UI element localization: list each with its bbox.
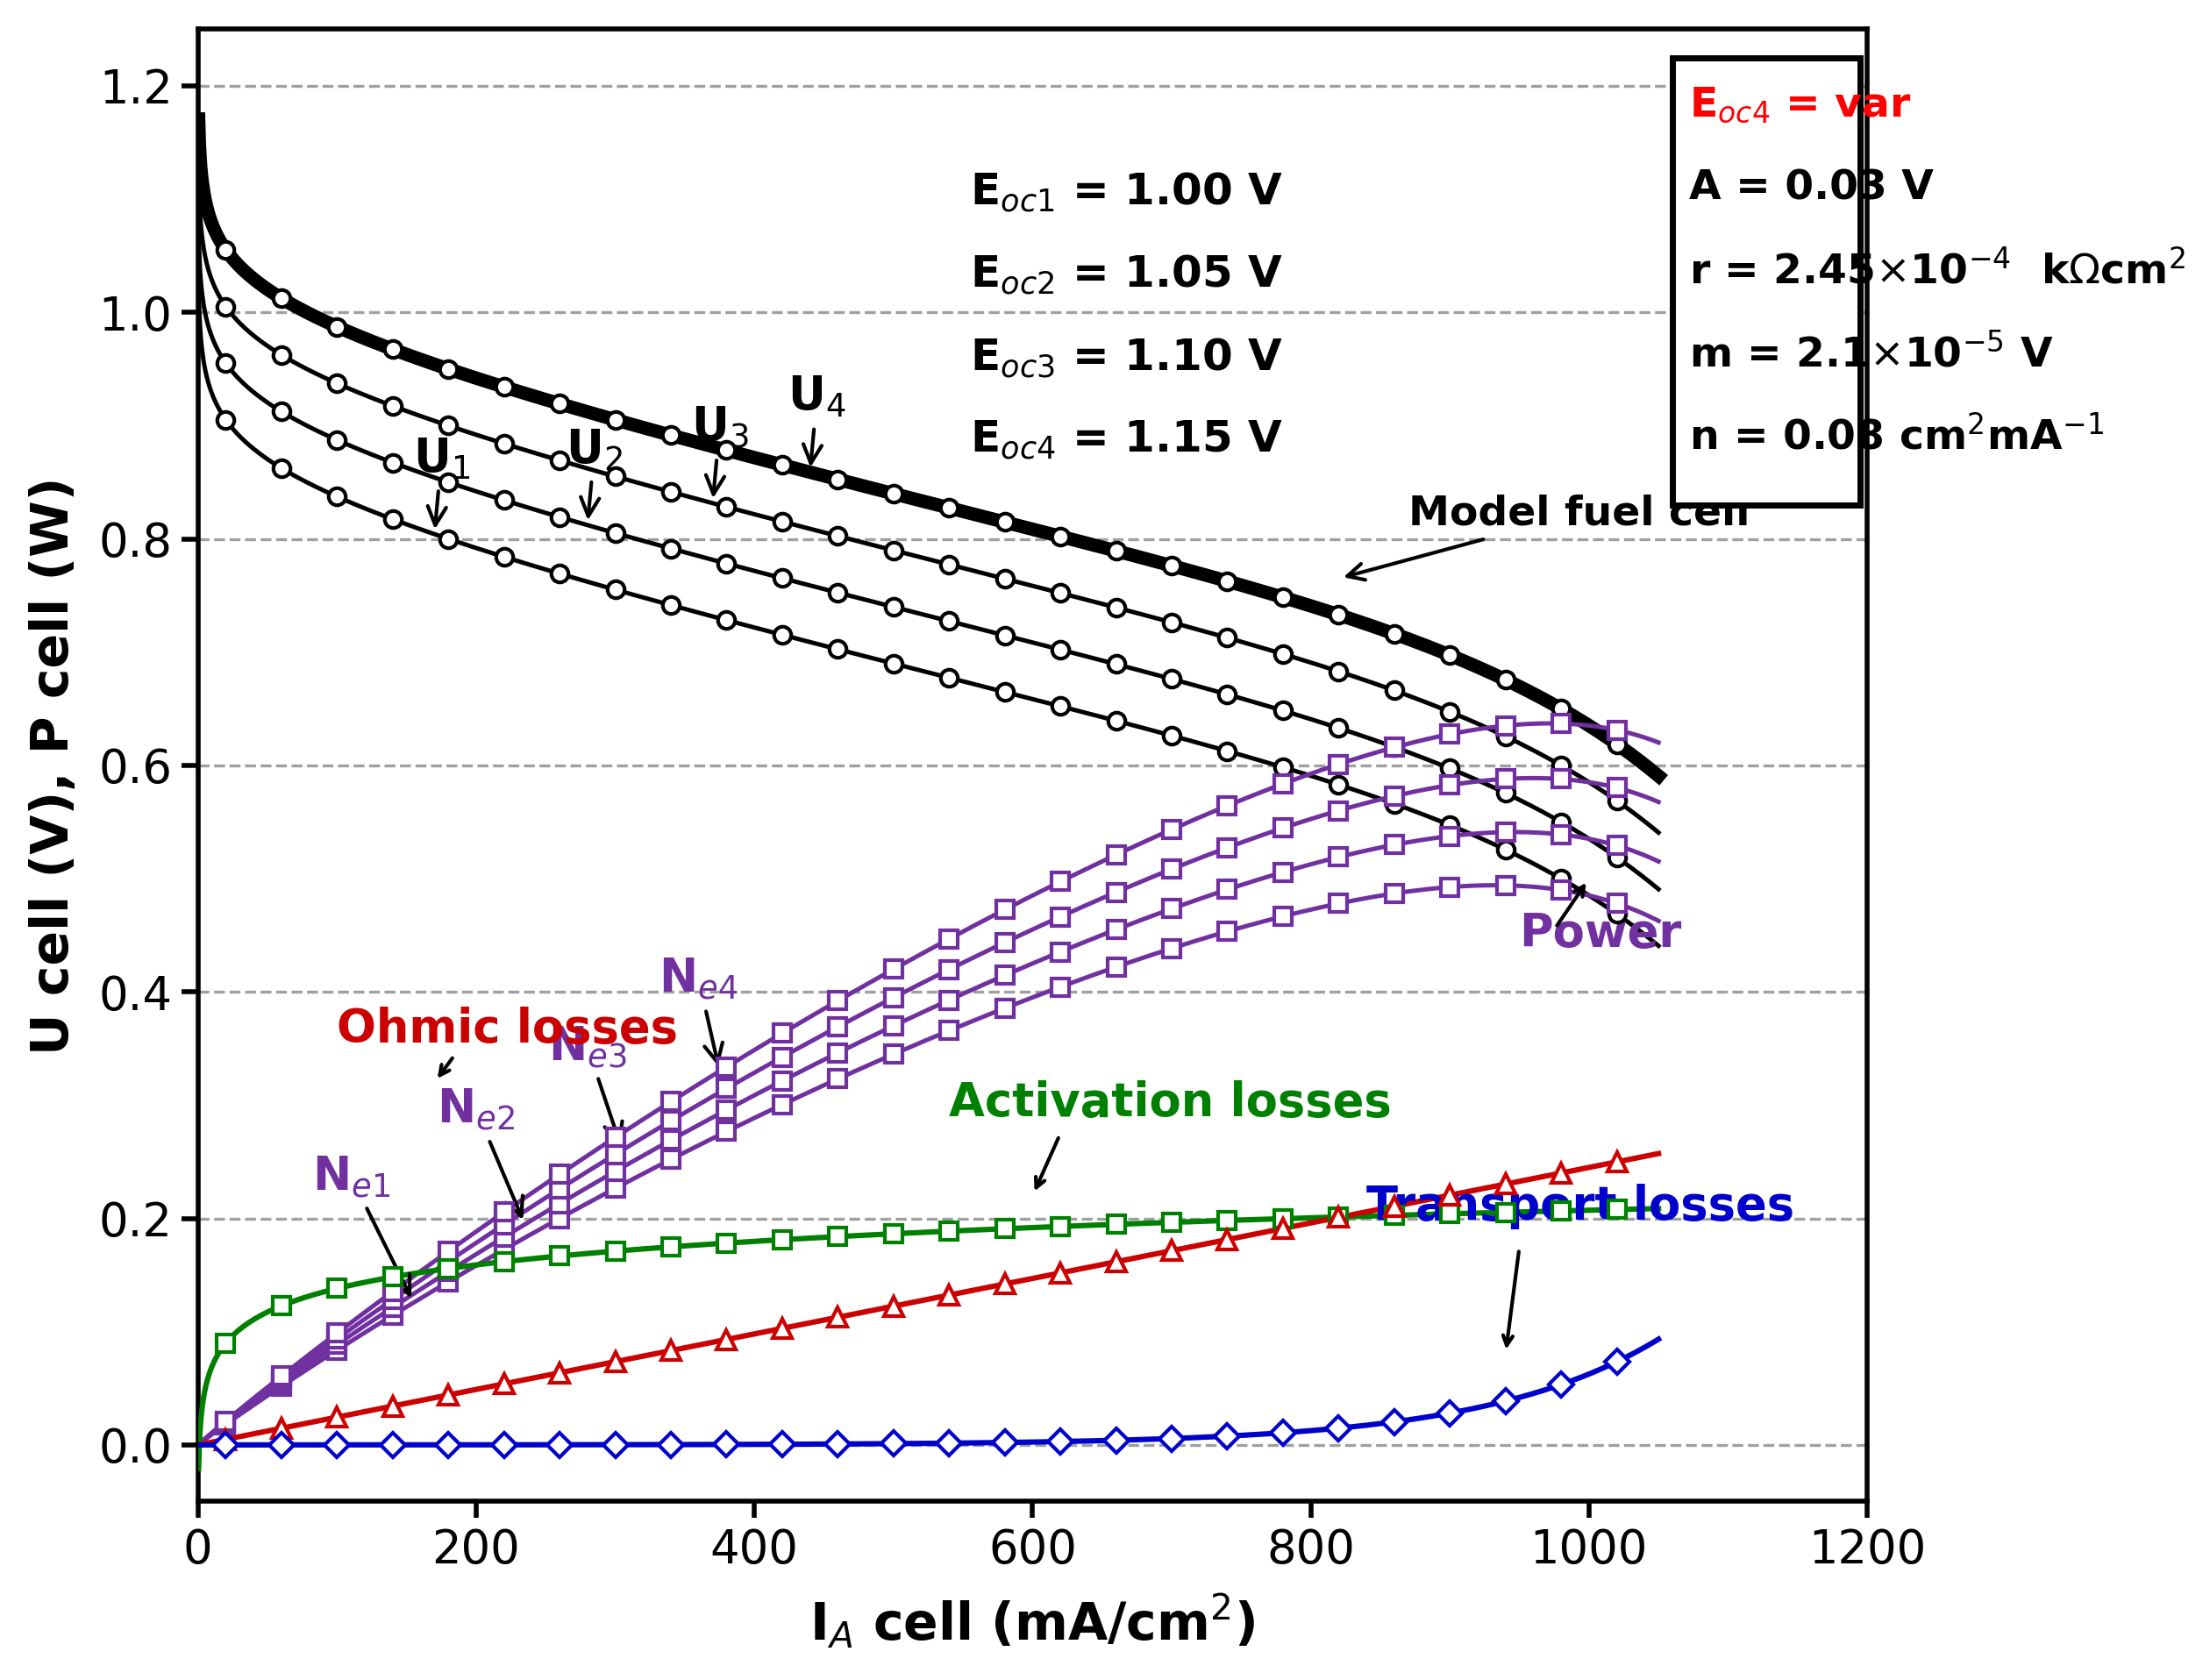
Text: Model fuel cell: Model fuel cell — [1348, 494, 1750, 580]
Text: N$_{e4}$: N$_{e4}$ — [659, 956, 738, 1062]
Text: Activation losses: Activation losses — [948, 1080, 1392, 1126]
Y-axis label: U cell (V), P cell (W): U cell (V), P cell (W) — [29, 477, 80, 1055]
Text: A = 0.03 V: A = 0.03 V — [1688, 168, 1934, 208]
Text: Transport losses: Transport losses — [1366, 1184, 1795, 1230]
Text: E$_{oc4}$ = var: E$_{oc4}$ = var — [1688, 86, 1912, 126]
Text: E$_{oc1}$ = 1.00 V: E$_{oc1}$ = 1.00 V — [970, 171, 1284, 213]
Text: Ohmic losses: Ohmic losses — [338, 1006, 678, 1052]
Text: U$_4$: U$_4$ — [787, 375, 846, 464]
Text: N$_{e2}$: N$_{e2}$ — [438, 1087, 522, 1216]
Text: N$_{e1}$: N$_{e1}$ — [312, 1154, 409, 1295]
Text: n = 0.08 cm$^2$mA$^{-1}$: n = 0.08 cm$^2$mA$^{-1}$ — [1688, 417, 2104, 457]
Text: E$_{oc3}$ = 1.10 V: E$_{oc3}$ = 1.10 V — [970, 336, 1284, 380]
Text: U$_1$: U$_1$ — [413, 435, 471, 526]
Text: U$_2$: U$_2$ — [566, 427, 623, 516]
Bar — [1673, 57, 1861, 506]
Text: U$_3$: U$_3$ — [692, 405, 749, 494]
Text: Power: Power — [1520, 911, 1682, 956]
Text: m = 2.1$\times$10$^{-5}$ V: m = 2.1$\times$10$^{-5}$ V — [1688, 334, 2053, 376]
Text: E$_{oc4}$ = 1.15 V: E$_{oc4}$ = 1.15 V — [970, 418, 1284, 462]
Text: N$_{e3}$: N$_{e3}$ — [548, 1023, 628, 1142]
Text: r = 2.45$\times$10$^{-4}$  k$\Omega$cm$^2$: r = 2.45$\times$10$^{-4}$ k$\Omega$cm$^2… — [1688, 252, 2186, 292]
X-axis label: I$_A$ cell (mA/cm$^2$): I$_A$ cell (mA/cm$^2$) — [809, 1593, 1255, 1651]
Text: E$_{oc2}$ = 1.05 V: E$_{oc2}$ = 1.05 V — [970, 254, 1284, 297]
